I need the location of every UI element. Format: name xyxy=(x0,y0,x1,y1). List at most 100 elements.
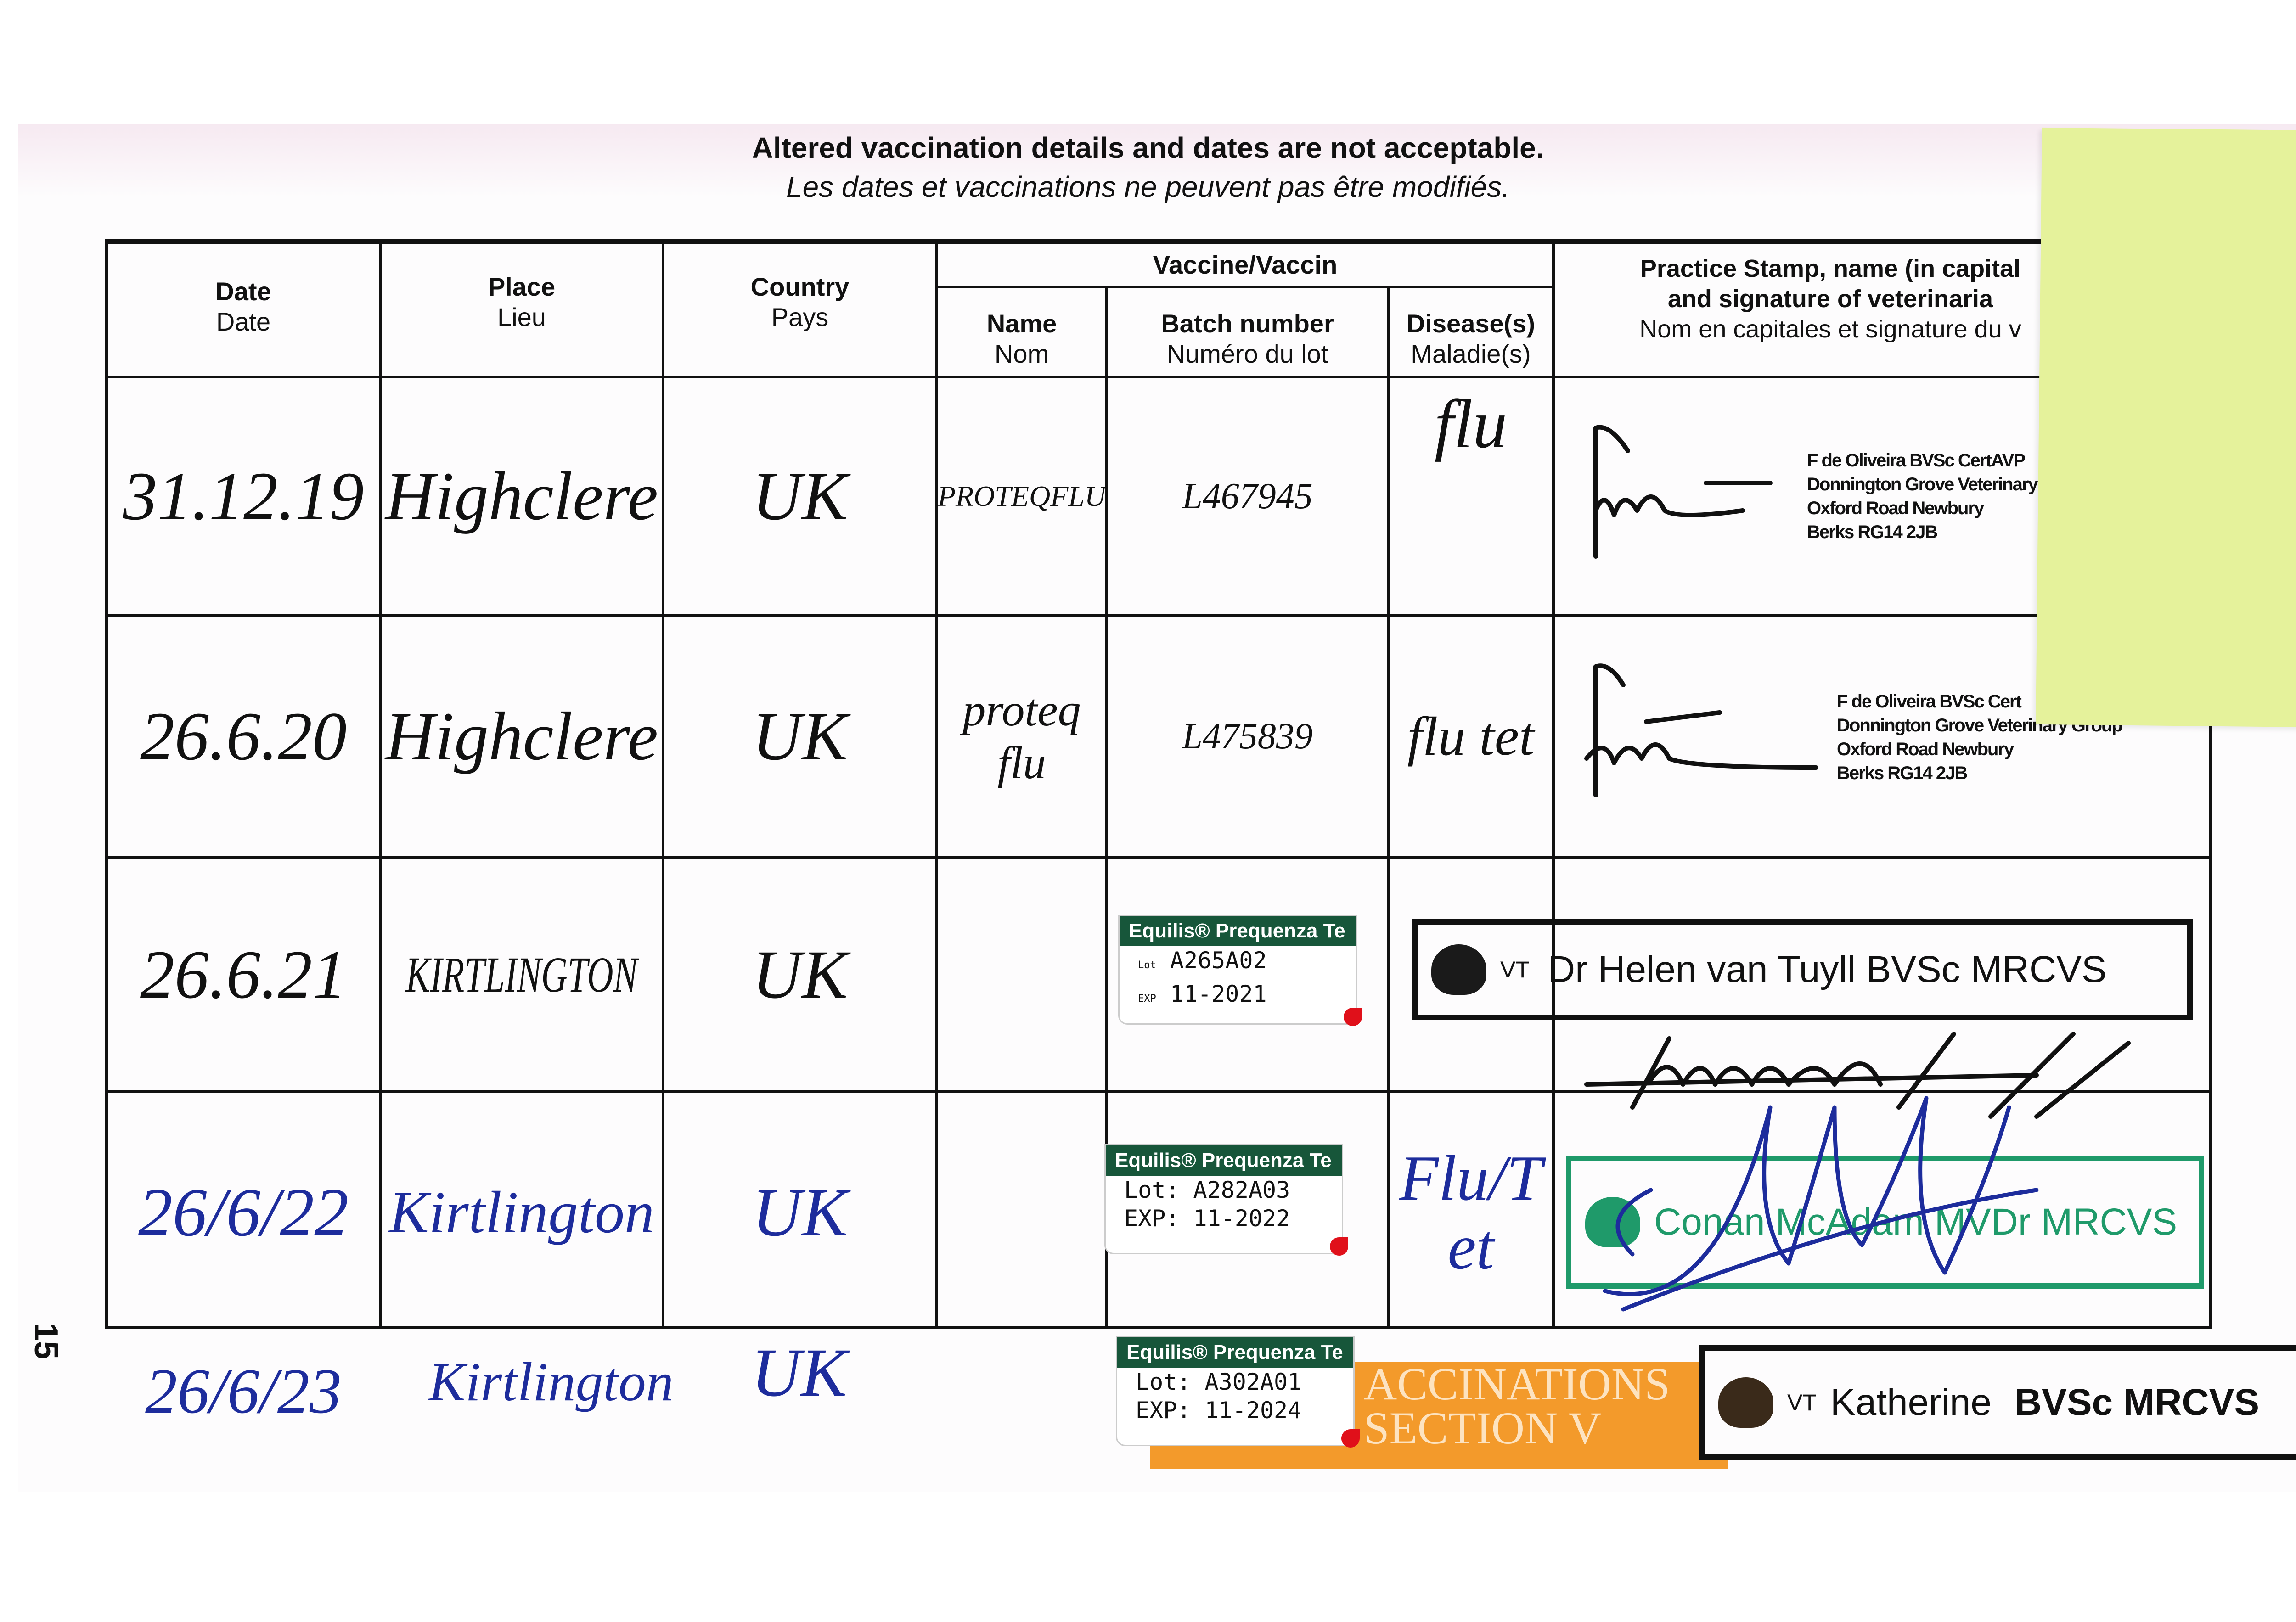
header-place-en: Place xyxy=(488,272,556,301)
row4-practice-stamp: Conan McAdam MVDr MRCVS xyxy=(1566,1156,2204,1289)
row-divider xyxy=(108,614,2209,617)
row-divider xyxy=(935,286,1552,288)
row2-stamp: F de Oliveira BVSc Cert Donnington Grove … xyxy=(1837,690,2123,785)
label-lot-line: Lot: A282A03 xyxy=(1106,1176,1342,1204)
row3-signature xyxy=(1584,1032,2131,1119)
notice-fr: Les dates et vaccinations ne peuvent pas… xyxy=(786,170,1510,203)
row1-date: 31.12.19 xyxy=(123,458,364,534)
row5-date: 26/6/23 xyxy=(145,1355,342,1427)
header-practice-en-line2: and signature of veterinaria xyxy=(1667,285,1993,313)
row3-vaccine-label: Equilis® Prequenza Te Lot A265A02 EXP 11… xyxy=(1118,915,1362,1026)
label-brand: Equilis® Prequenza Te xyxy=(1106,1145,1342,1176)
label-lot-line: Lot: A302A01 xyxy=(1117,1368,1353,1396)
row3-date: 26.6.21 xyxy=(140,937,347,1013)
row1-stamp-line: Oxford Road Newbury xyxy=(1807,498,1984,518)
label-lot-value: A302A01 xyxy=(1204,1369,1302,1395)
row2-signature xyxy=(1584,663,1818,797)
row1-stamp-line: Donnington Grove Veterinary xyxy=(1807,474,2038,494)
row3-practice-stamp: VT Dr Helen van Tuyll BVSc MRCVS xyxy=(1412,919,2193,1020)
label-red-corner xyxy=(1330,1237,1348,1256)
row1-disease: flu xyxy=(1434,386,1508,462)
row1-name: PROTEQFLU xyxy=(937,480,1106,512)
row4-date: 26/6/22 xyxy=(138,1174,349,1251)
header-name-en: Name xyxy=(986,309,1057,338)
row3-stamp-name: Dr Helen van Tuyll BVSc MRCVS xyxy=(1548,949,2107,990)
header-country-fr: Pays xyxy=(771,303,829,331)
row5-practice-stamp: VT Katherine BVSc MRCVS xyxy=(1699,1345,2296,1460)
row4-signature xyxy=(1603,1096,2039,1312)
label-exp-caption: EXP xyxy=(1138,993,1156,1005)
orange-tab-line1: ACCINATIONS xyxy=(1364,1358,1670,1409)
vt-logo-text: VT xyxy=(1500,957,1530,982)
row1-signature xyxy=(1593,425,1773,559)
label-lot-caption: Lot: xyxy=(1136,1369,1191,1395)
row5-stamp-qualifications: BVSc MRCVS xyxy=(2014,1381,2260,1423)
label-red-corner xyxy=(1344,1008,1362,1026)
row1-country: UK xyxy=(752,458,848,534)
vt-tree-logo-icon xyxy=(1431,944,1486,995)
label-exp-caption: EXP: xyxy=(1136,1397,1191,1424)
row2-stamp-line: Berks RG14 2JB xyxy=(1837,763,1968,783)
header-name-fr: Nom xyxy=(994,339,1049,368)
row1-place: Highclere xyxy=(385,458,658,534)
row4-disease: Flu/Tet xyxy=(1399,1143,1542,1283)
row-divider xyxy=(108,1090,2209,1093)
row1-batch: L467945 xyxy=(1182,476,1313,516)
notice-en: Altered vaccination details and dates ar… xyxy=(752,131,1544,164)
orange-tab-line2: SECTION V xyxy=(1364,1403,1602,1454)
header-place-fr: Lieu xyxy=(497,303,546,331)
header-country: Country Pays xyxy=(664,272,935,332)
label-lot-caption: Lot xyxy=(1138,960,1156,971)
row4-country: UK xyxy=(752,1174,848,1251)
column-divider xyxy=(379,244,382,1326)
row4-vaccine-label: Equilis® Prequenza Te Lot: A282A03 EXP: … xyxy=(1104,1144,1348,1256)
row2-batch: L475839 xyxy=(1182,716,1313,757)
header-batch-en: Batch number xyxy=(1161,309,1334,338)
row2-stamp-line: Oxford Road Newbury xyxy=(1837,739,2014,759)
header-date-fr: Date xyxy=(216,307,271,336)
header-batch-fr: Numéro du lot xyxy=(1166,339,1328,368)
label-lot-value: A282A03 xyxy=(1193,1177,1290,1203)
header-vaccine: Vaccine/Vaccin xyxy=(938,250,1552,280)
label-exp-line: EXP 11-2021 xyxy=(1120,980,1356,1013)
label-lot-value: A265A02 xyxy=(1170,947,1267,974)
label-exp-value: 11-2022 xyxy=(1193,1205,1290,1232)
label-exp-value: 11-2024 xyxy=(1204,1397,1302,1424)
label-exp-caption: EXP: xyxy=(1124,1205,1180,1232)
row-divider xyxy=(108,376,2209,378)
orange-section-tab: ACCINATIONS SECTION V xyxy=(1150,1358,1728,1469)
row5-place: Kirtlington xyxy=(428,1351,674,1412)
row5-country: UK xyxy=(751,1335,847,1411)
header-practice: Practice Stamp, name (in capital and sign… xyxy=(1555,253,2106,344)
row2-country: UK xyxy=(752,698,848,775)
paper-top-band xyxy=(18,124,2296,197)
row2-disease: flu tet xyxy=(1407,706,1535,767)
label-brand: Equilis® Prequenza Te xyxy=(1120,916,1356,946)
header-country-en: Country xyxy=(750,272,850,301)
column-divider xyxy=(662,244,664,1326)
vt-tree-logo-icon xyxy=(1585,1197,1640,1247)
header-date-en: Date xyxy=(215,277,271,306)
row4-place: Kirtlington xyxy=(389,1179,654,1246)
row4-stamp-name: Conan McAdam MVDr MRCVS xyxy=(1654,1201,2178,1243)
page-number: 15 xyxy=(28,1322,65,1360)
row2-date: 26.6.20 xyxy=(140,698,347,775)
paper xyxy=(18,124,2296,1492)
row2-place: Highclere xyxy=(385,698,658,775)
column-divider xyxy=(935,244,938,1326)
column-divider xyxy=(1552,244,1555,1326)
header-disease-en: Disease(s) xyxy=(1406,309,1536,338)
label-exp-value: 11-2021 xyxy=(1170,981,1267,1007)
vaccination-table: Date Date Place Lieu Country Pays Vaccine/V… xyxy=(105,239,2212,1329)
header-vaccine-label: Vaccine/Vaccin xyxy=(1153,250,1338,279)
label-red-corner xyxy=(1341,1429,1360,1448)
label-exp-line: EXP: 11-2022 xyxy=(1106,1204,1342,1233)
row1-stamp: F de Oliveira BVSc CertAVP Donnington Gro… xyxy=(1807,449,2038,544)
row2-name: proteq flu xyxy=(962,685,1081,788)
vt-logo-text: VT xyxy=(1787,1390,1817,1415)
row-divider xyxy=(108,856,2209,859)
header-name: Name Nom xyxy=(938,309,1105,369)
row1-stamp-line: F de Oliveira BVSc CertAVP xyxy=(1807,450,2026,471)
vt-tree-logo-icon xyxy=(1718,1377,1773,1428)
header-disease: Disease(s) Maladie(s) xyxy=(1390,309,1552,369)
